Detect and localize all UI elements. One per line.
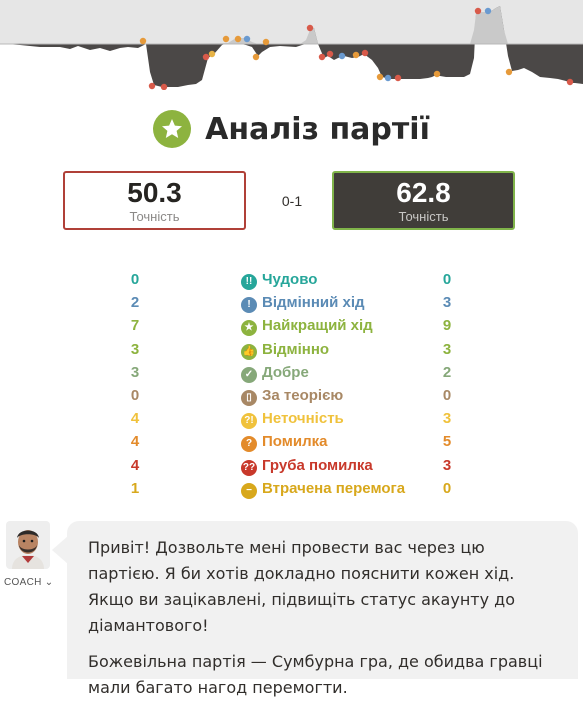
- white-count: 3: [130, 340, 140, 358]
- move-marker[interactable]: [433, 70, 441, 78]
- missed-win-icon: −: [241, 482, 257, 499]
- white-accuracy-value: 50.3: [127, 177, 182, 208]
- star-icon: [153, 110, 192, 148]
- coach-message-2: Божевільна партія — Сумбурна гра, де оби…: [88, 652, 543, 697]
- white-accuracy-label: Точність: [129, 209, 180, 224]
- classification-label: Втрачена перемога: [262, 479, 406, 497]
- move-marker[interactable]: [505, 68, 513, 76]
- black-accuracy-value: 62.8: [396, 177, 451, 208]
- move-marker[interactable]: [326, 50, 334, 58]
- black-count: 0: [442, 387, 452, 404]
- classification-label: Чудово: [262, 271, 318, 288]
- move-marker[interactable]: [352, 51, 360, 59]
- move-marker[interactable]: [222, 35, 230, 43]
- coach-message-bubble: Привіт! Дозвольте мені провести вас чере…: [67, 521, 578, 697]
- move-marker[interactable]: [148, 82, 156, 90]
- white-count: 3: [130, 363, 140, 381]
- stat-row[interactable]: 2! Відмінний хід 3: [0, 294, 583, 317]
- move-marker[interactable]: [262, 38, 270, 46]
- best-move-icon: ★: [241, 320, 257, 337]
- move-marker[interactable]: [252, 53, 260, 61]
- move-marker[interactable]: [361, 49, 369, 57]
- great-move-icon: !: [241, 297, 257, 314]
- move-marker[interactable]: [202, 53, 210, 61]
- graph-move-markers: [139, 7, 574, 90]
- blunder-icon: ??: [241, 459, 257, 476]
- move-marker[interactable]: [306, 24, 314, 32]
- move-marker[interactable]: [394, 74, 402, 82]
- move-marker[interactable]: [234, 35, 242, 43]
- bubble-tail: [52, 536, 68, 564]
- black-count: 3: [442, 340, 452, 358]
- white-count: 7: [130, 317, 140, 335]
- white-count: 0: [130, 271, 140, 288]
- black-count: 3: [442, 294, 452, 312]
- excellent-icon: 👍: [241, 343, 257, 360]
- brilliant-icon: !!: [241, 274, 257, 290]
- stat-row[interactable]: 1 − Втрачена перемога 0: [0, 480, 583, 503]
- good-icon: ✓: [241, 366, 257, 383]
- white-count: 0: [130, 387, 140, 404]
- evaluation-graph[interactable]: [0, 0, 583, 90]
- black-count: 5: [442, 433, 452, 451]
- stat-row[interactable]: 0 ▯ За теорією 0: [0, 387, 583, 410]
- white-count: 4: [130, 433, 140, 451]
- white-count: 2: [130, 294, 140, 312]
- classification-label: Найкращий хід: [262, 317, 373, 335]
- stat-row[interactable]: 4? Помилка 5: [0, 433, 583, 456]
- game-score: 0-1: [281, 193, 303, 209]
- classification-label: Груба помилка: [262, 456, 373, 474]
- black-count: 9: [442, 317, 452, 335]
- move-marker[interactable]: [566, 78, 574, 86]
- classification-label: За теорією: [262, 387, 344, 404]
- stat-row[interactable]: 7 ★ Найкращий хід 9: [0, 317, 583, 340]
- stat-row[interactable]: 0!! Чудово 0: [0, 271, 583, 294]
- black-accuracy-label: Точність: [398, 209, 449, 224]
- black-count: 3: [442, 410, 452, 428]
- move-marker[interactable]: [160, 83, 168, 90]
- move-marker[interactable]: [484, 7, 492, 15]
- title-row: Аналіз партії: [0, 106, 583, 152]
- classification-label: Неточність: [262, 410, 344, 428]
- graph-bottom-band: [0, 44, 583, 90]
- move-marker[interactable]: [318, 53, 326, 61]
- stat-row[interactable]: 3 👍 Відмінно 3: [0, 341, 583, 364]
- move-marker[interactable]: [243, 35, 251, 43]
- classification-label: Добре: [262, 363, 309, 381]
- white-accuracy-card[interactable]: 50.3 Точність: [63, 171, 246, 230]
- move-marker[interactable]: [139, 37, 147, 45]
- classification-label: Помилка: [262, 433, 328, 451]
- white-count: 1: [130, 479, 140, 497]
- black-count: 0: [442, 271, 452, 288]
- stat-row[interactable]: 4?? Груба помилка 3: [0, 457, 583, 480]
- page-title: Аналіз партії: [205, 111, 430, 147]
- move-marker[interactable]: [208, 50, 216, 58]
- classification-label: Відмінний хід: [262, 294, 365, 312]
- coach-message-1: Привіт! Дозвольте мені провести вас чере…: [88, 538, 516, 635]
- stat-row[interactable]: 3 ✓ Добре 2: [0, 364, 583, 387]
- book-icon: ▯: [241, 390, 257, 406]
- coach-label[interactable]: COACH ⌄: [4, 577, 54, 588]
- white-count: 4: [130, 410, 140, 428]
- stat-row[interactable]: 4?! Неточність 3: [0, 410, 583, 433]
- mistake-icon: ?: [241, 436, 257, 453]
- move-marker[interactable]: [338, 52, 346, 60]
- classification-label: Відмінно: [262, 340, 330, 358]
- black-count: 0: [442, 479, 452, 497]
- white-count: 4: [130, 456, 140, 474]
- move-marker[interactable]: [384, 74, 392, 82]
- move-marker[interactable]: [376, 73, 384, 81]
- black-count: 2: [442, 363, 452, 381]
- coach-avatar[interactable]: [6, 521, 50, 569]
- black-count: 3: [442, 456, 452, 474]
- graph-advantage-fill: [6, 6, 583, 87]
- inaccuracy-icon: ?!: [241, 413, 257, 430]
- move-marker[interactable]: [474, 7, 482, 15]
- black-accuracy-card[interactable]: 62.8 Точність: [332, 171, 515, 230]
